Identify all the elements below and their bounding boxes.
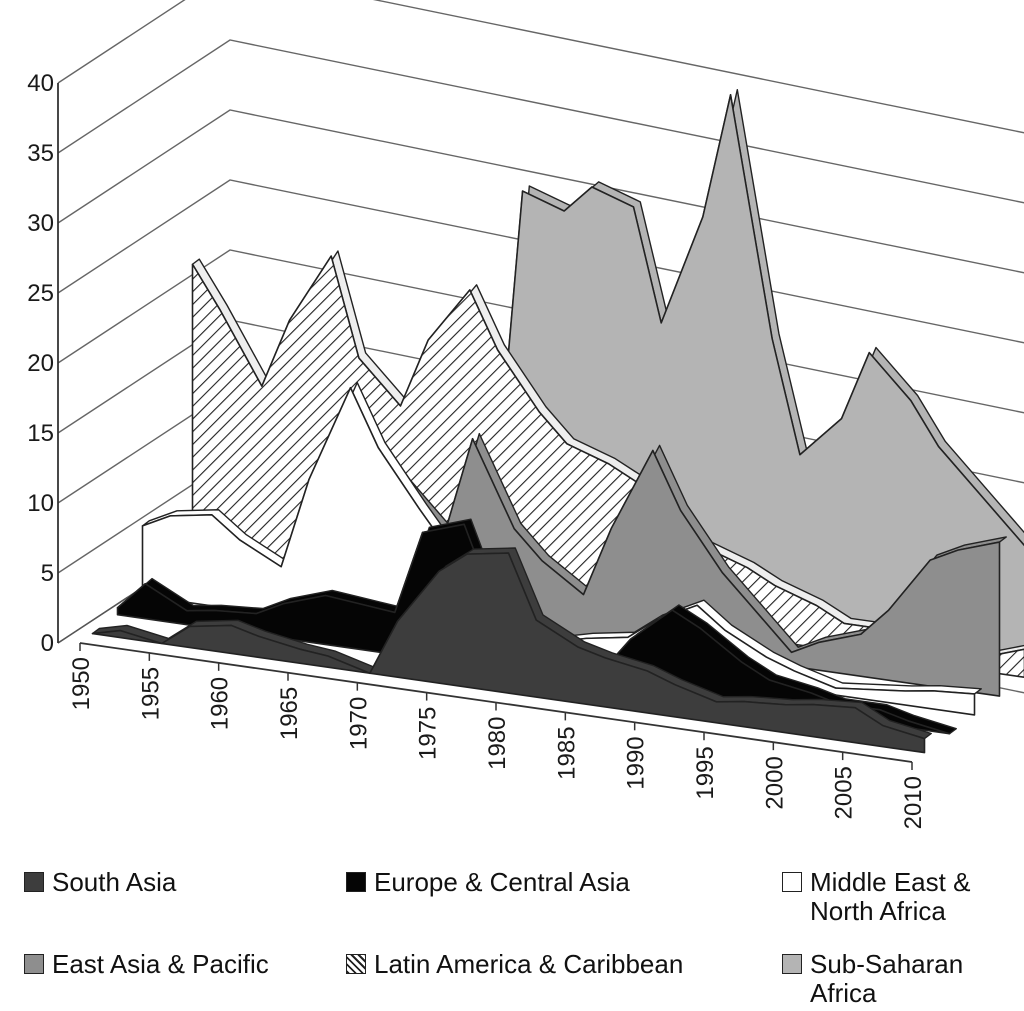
legend-swatch [24,872,44,892]
legend-item-middle-east-north-africa: Middle East & North Africa [782,868,970,926]
legend-item-south-asia: South Asia [24,868,176,897]
x-tick-label: 1985 [553,726,580,779]
y-tick-label: 20 [27,350,54,377]
area-chart-3d: 0 5 10 15 20 25 30 35 40 1950 1955 1960 1965 1970 1975… [27,0,1024,829]
x-tick-label: 2005 [831,766,858,819]
legend-swatch [782,954,802,974]
series-area-middle-east-north-africa [141,386,976,716]
y-tick-label: 35 [27,140,54,167]
legend: South Asia Europe & Central Asia Middle … [24,868,1014,1008]
chart-area: 0 5 10 15 20 25 30 35 40 1950 1955 1960 1965 1970 1975… [27,0,1024,829]
legend-swatch [782,872,802,892]
legend-label: South Asia [52,867,177,897]
x-tick-label: 1995 [692,746,719,799]
y-tick-label: 40 [27,70,54,97]
x-tick-label: 1970 [345,697,372,750]
legend-label: Latin America & Caribbean [374,949,684,979]
x-tick-label: 1990 [623,736,650,789]
x-tick-label: 2010 [900,776,927,829]
legend-item-latin-america-caribbean: Latin America & Caribbean [346,950,683,979]
gridlines [57,0,1024,694]
x-tick-label: 1960 [207,677,234,730]
axes: 0 5 10 15 20 25 30 35 40 1950 1955 1960 1965 1970 1975… [27,70,927,829]
series-area-south-asia [91,552,926,754]
legend-swatch [346,954,366,974]
legend-item-sub-saharan-africa: Sub-Saharan Africa [782,950,963,1008]
x-tick-label: 1955 [137,667,164,720]
legend-swatch [24,954,44,974]
x-tick-label: 1975 [415,707,442,760]
x-tick-label: 2000 [761,756,788,809]
legend-label: Sub-Saharan Africa [810,949,964,1008]
legend-item-east-asia-pacific: East Asia & Pacific [24,950,269,979]
x-tick-label: 1965 [276,687,303,740]
gridline [57,109,1024,274]
legend-label: Middle East & North Africa [810,867,971,926]
x-tick-label: 1950 [68,657,95,710]
legend-label: Europe & Central Asia [374,867,630,897]
legend-label: East Asia & Pacific [52,949,269,979]
y-tick-label: 15 [27,420,54,447]
y-tick-label: 25 [27,280,54,307]
y-tick-label: 30 [27,210,54,237]
x-tick-label: 1980 [484,717,511,770]
y-tick-label: 10 [27,490,54,517]
legend-swatch [346,872,366,892]
y-tick-label: 5 [41,560,54,587]
series-areas [91,89,1024,754]
gridline [57,39,1024,204]
legend-item-europe-central-asia: Europe & Central Asia [346,868,630,897]
gridline [57,0,1024,134]
y-tick-label: 0 [41,630,54,657]
